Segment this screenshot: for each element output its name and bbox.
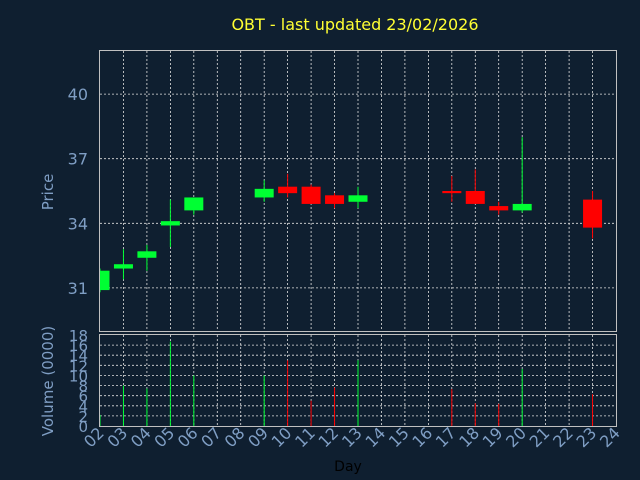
volume-tick-label: 6 (78, 388, 88, 406)
candle-body (113, 264, 133, 269)
volume-tick-label: 0 (78, 418, 88, 436)
candle (465, 169, 485, 204)
candle-body (160, 221, 180, 226)
volume-tick-label: 12 (69, 357, 88, 375)
candle (113, 249, 133, 280)
candle-body (301, 186, 321, 204)
candle-body (137, 251, 157, 258)
candle (512, 137, 532, 213)
volume-tick-label: 10 (69, 367, 88, 385)
volume-tick-label: 8 (78, 378, 88, 396)
volume-frame (99, 334, 617, 427)
price-axis-label: Price (39, 174, 57, 211)
candle (348, 186, 368, 209)
price-tick-label: 31 (68, 279, 88, 298)
volume-bars (99, 341, 594, 426)
candle-body (325, 195, 345, 204)
candle (583, 191, 603, 239)
candle-body (278, 186, 298, 194)
x-tick-label: 24 (596, 423, 624, 451)
candle (254, 180, 274, 202)
candle-body (348, 195, 368, 202)
candle-body (254, 188, 274, 198)
candle-body (465, 191, 485, 204)
volume-tick-label: 18 (69, 327, 88, 345)
candle-body (442, 191, 462, 194)
candle (99, 268, 110, 293)
volume-axis-label: Volume (0000) (39, 326, 57, 436)
candle-body (100, 270, 110, 291)
candle (137, 244, 157, 271)
candle (442, 175, 462, 202)
candle-body (184, 197, 204, 211)
candle-body (512, 203, 532, 211)
chart-title: OBT - last updated 23/02/2026 (231, 15, 478, 34)
candle (325, 193, 345, 209)
candle-body (583, 199, 603, 228)
price-tick-label: 40 (68, 85, 88, 104)
x-axis-label: Day (334, 459, 362, 475)
price-candles (99, 137, 603, 293)
candle (184, 197, 204, 215)
volume-tick-label: 2 (78, 408, 88, 426)
candle (489, 201, 509, 215)
volume-tick-label: 14 (69, 347, 88, 365)
volume-tick-label: 16 (69, 337, 88, 355)
candle (301, 184, 321, 204)
price-frame (99, 50, 617, 332)
x-ticks: 0203040506070809101112131415161718192021… (80, 423, 624, 451)
price-tick-label: 37 (68, 150, 88, 169)
volume-tick-label: 4 (78, 398, 88, 416)
price-tick-label: 34 (68, 214, 88, 233)
price-panel: 31 34 37 40 Price (39, 50, 617, 332)
candle-body (489, 206, 509, 211)
candle (278, 173, 298, 198)
price-y-ticks: 31 34 37 40 (68, 85, 88, 298)
candle (160, 199, 180, 247)
